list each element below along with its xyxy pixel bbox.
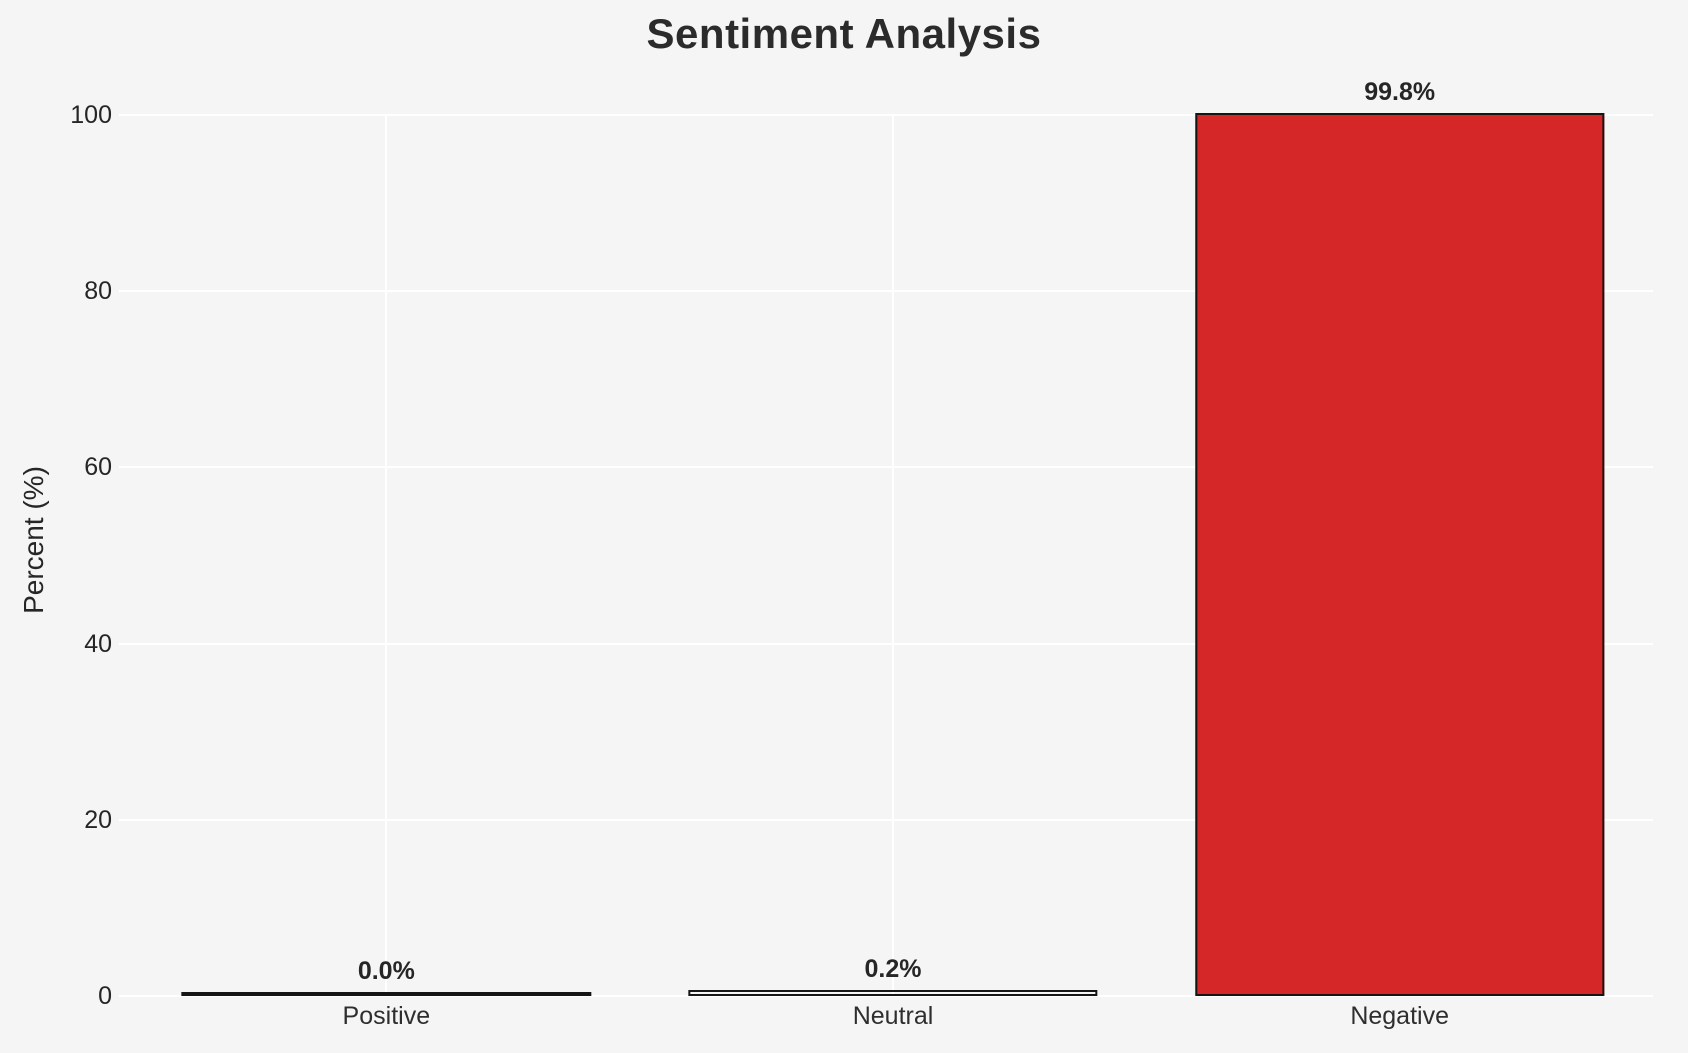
- y-tick-label-40: 40: [84, 629, 112, 658]
- plot-area: 0.0% 0.2% 99.8%: [119, 78, 1653, 997]
- y-tick-mark-80: [119, 290, 133, 293]
- x-axis: Positive Neutral Negative: [133, 1002, 1653, 1042]
- gridline-x-neutral: [892, 115, 894, 996]
- y-tick-label-60: 60: [84, 453, 112, 482]
- y-tick-mark-60: [119, 466, 133, 469]
- y-tick-label-20: 20: [84, 805, 112, 834]
- y-tick-mark-20: [119, 818, 133, 821]
- gridline-x-positive: [385, 115, 388, 996]
- x-tick-label-positive: Positive: [342, 1002, 431, 1030]
- x-tick-label-negative: Negative: [1350, 1002, 1449, 1030]
- y-tick-mark-0: [119, 995, 133, 997]
- value-label-neutral: 0.2%: [864, 955, 922, 984]
- y-tick-label-80: 80: [84, 277, 112, 306]
- bar-neutral: [688, 990, 1098, 996]
- y-tick-mark-100: [119, 114, 133, 116]
- y-tick-mark-40: [119, 642, 133, 645]
- gridline-y-0: [133, 995, 1653, 997]
- value-label-positive: 0.0%: [357, 957, 415, 985]
- y-tick-label-100: 100: [70, 101, 112, 129]
- x-tick-label-neutral: Neutral: [852, 1002, 934, 1030]
- bar-negative: [1194, 112, 1605, 996]
- y-axis: 0 20 40 60 80 100: [0, 101, 112, 1010]
- bar-positive: [181, 992, 591, 996]
- chart-title: Sentiment Analysis: [646, 10, 1042, 57]
- value-label-negative: 99.8%: [1364, 77, 1436, 106]
- y-tick-label-0: 0: [98, 982, 112, 1010]
